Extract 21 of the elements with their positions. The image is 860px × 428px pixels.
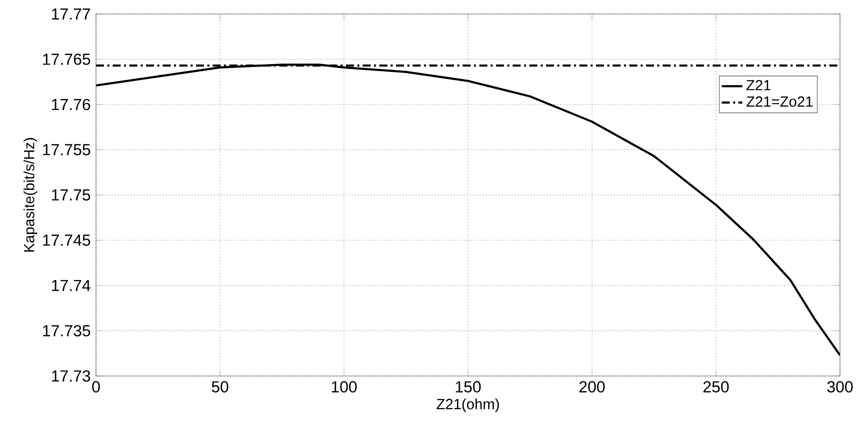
y-tick-label: 17.76 [52,98,90,110]
y-tick-label: 17.765 [43,54,90,65]
y-tick-label: 17.77 [52,8,90,20]
y-tick-label: 17.755 [43,144,90,156]
y-tick-label: 17.75 [52,189,90,201]
x-tick-label: 150 [456,381,481,392]
x-tick-label: 0 [92,381,100,392]
y-tick-label: 17.745 [43,234,90,246]
y-axis-title: Kapasite(bit/s/Hz) [24,138,38,252]
legend-label: Z21=Zo21 [746,96,813,107]
y-tick-label: 17.74 [52,280,90,291]
y-tick-label: 17.73 [52,370,90,382]
x-tick-label: 250 [703,381,729,392]
line-series [96,64,840,356]
x-axis-title: Z21(ohm) [436,398,499,412]
x-tick-label: 100 [332,381,357,392]
legend-label: Z21 [746,80,771,90]
y-tick-label: 17.735 [43,325,90,336]
x-tick-label: 300 [827,381,853,392]
x-tick-label: 50 [212,381,228,392]
x-tick-label: 200 [579,381,605,392]
